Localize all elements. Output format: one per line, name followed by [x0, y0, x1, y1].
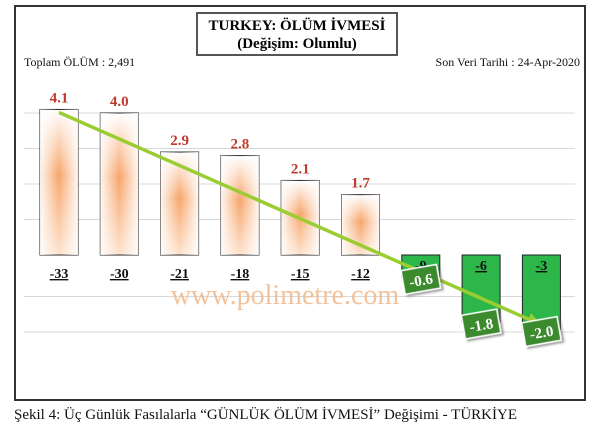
total-deaths-label: Toplam ÖLÜM : 2,491: [24, 55, 136, 69]
x-tick-label: -21: [170, 267, 189, 282]
x-tick-label: -15: [291, 267, 310, 282]
bar: [521, 254, 561, 331]
watermark-text: www.polimetre.com: [171, 280, 400, 311]
value-label: 1.7: [351, 176, 370, 192]
value-labels: 4.1 4.0 2.9 2.8 2.1 1.7 -0.6 -1.8 -2.0: [50, 90, 563, 348]
bar-shine: [40, 109, 78, 255]
chart-subtitle: (Değişim: Olumlu): [237, 36, 357, 52]
value-label: 4.1: [50, 90, 69, 106]
chart-title-box: TURKEY: ÖLÜM İVMESİ (Değişim: Olumlu): [196, 12, 398, 56]
neg-value-badge-box: [460, 308, 502, 340]
x-tick-label: -18: [231, 267, 250, 282]
x-tick-label: -33: [50, 267, 69, 282]
bar-shine: [220, 155, 259, 255]
value-label: 4.0: [110, 94, 129, 110]
x-tick-label: -30: [110, 267, 129, 282]
x-tick-label: -6: [475, 259, 487, 274]
trend-line: [58, 110, 531, 322]
bar-shine: [160, 152, 199, 255]
neg-value-badge-box: [520, 315, 563, 348]
value-label: 2.1: [291, 161, 310, 177]
value-label: 2.8: [231, 137, 250, 153]
neg-value-badge: -1.8: [460, 308, 502, 340]
bars-group: [39, 108, 561, 331]
figure-caption: Şekil 4: Üç Günlük Fasılalarla “GÜNLÜK Ö…: [14, 407, 517, 423]
value-label: -2.0: [529, 324, 555, 344]
bar-shine: [100, 113, 139, 255]
value-label: -0.6: [408, 271, 435, 291]
value-label: 2.9: [170, 133, 189, 149]
neg-value-badge: -2.0: [520, 315, 563, 348]
last-data-date-label: Son Veri Tarihi : 24-Apr-2020: [435, 55, 580, 69]
neg-value-badge: -0.6: [400, 263, 442, 296]
chart-title: TURKEY: ÖLÜM İVMESİ: [208, 18, 386, 34]
value-label: -1.8: [468, 316, 494, 336]
neg-value-badge-box: [400, 263, 442, 296]
x-tick-label: -12: [351, 267, 370, 282]
x-tick-label: -3: [536, 259, 548, 274]
